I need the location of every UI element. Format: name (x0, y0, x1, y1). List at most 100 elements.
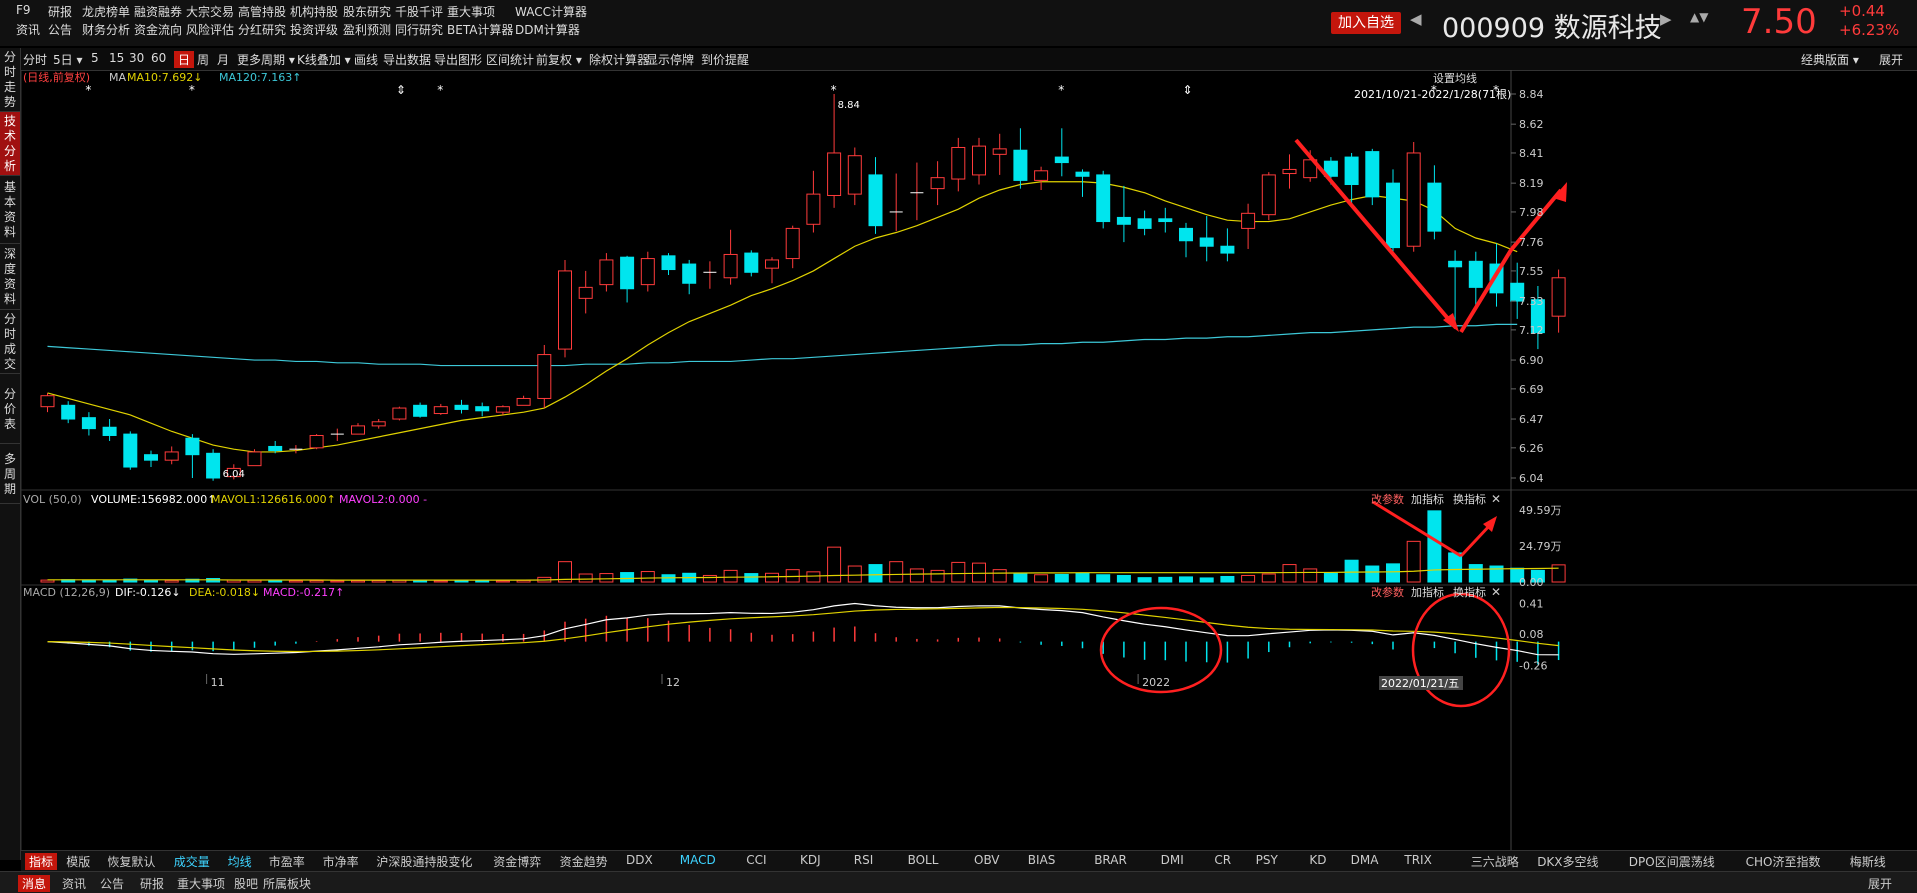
indicator-tab[interactable]: 沪深股通持股变化 (376, 855, 473, 869)
indicator-tab[interactable]: 梅斯线 (1849, 855, 1886, 869)
top-menu-item[interactable]: 分红研究 (238, 23, 287, 37)
toolbar-item[interactable]: 导出数据 (383, 53, 432, 67)
indicator-tab[interactable]: BIAS (1027, 853, 1056, 867)
indicator-tab[interactable]: DMI (1160, 853, 1184, 867)
top-menu-item[interactable]: 大宗交易 (186, 5, 235, 19)
toolbar-item[interactable]: 周 (197, 53, 210, 67)
news-tab[interactable]: 重大事项 (177, 877, 226, 891)
sidebar-tab[interactable]: 分时成交 (0, 310, 20, 374)
indicator-tab[interactable]: KDJ (800, 853, 821, 867)
top-menu-item[interactable]: 同行研究 (395, 23, 444, 37)
macd-panel-button[interactable]: 换指标 (1453, 585, 1486, 599)
add-to-watchlist-button[interactable]: 加入自选 (1331, 12, 1401, 34)
indicator-tab[interactable]: TRIX (1404, 853, 1432, 867)
toolbar-item[interactable]: 画线 (354, 53, 379, 67)
volume-panel-button[interactable]: 加指标 (1411, 492, 1444, 506)
indicator-tab[interactable]: KD (1309, 853, 1327, 867)
top-menu-item[interactable]: 盈利预测 (343, 23, 392, 37)
top-menu-item[interactable]: 千股千评 (395, 5, 444, 19)
indicator-tab[interactable]: BRAR (1094, 853, 1127, 867)
macd-panel-button[interactable]: 加指标 (1411, 585, 1444, 599)
prev-stock-icon[interactable]: ◀ (1410, 10, 1422, 28)
toolbar-item[interactable]: 分时 (23, 53, 48, 67)
top-menu-item[interactable]: DDM计算器 (515, 23, 580, 37)
top-menu-item[interactable]: 融资融券 (134, 5, 183, 19)
indicator-tab[interactable]: DDX (626, 853, 653, 867)
news-tab[interactable]: 股吧 (234, 877, 259, 891)
top-menu-item[interactable]: 资金流向 (134, 23, 183, 37)
ma-settings-button[interactable]: 设置均线 (1433, 71, 1477, 85)
sidebar-tab[interactable]: 分价表 (0, 374, 20, 444)
indicator-tab[interactable]: BOLL (907, 853, 939, 867)
indicator-tab[interactable]: CR (1214, 853, 1232, 867)
indicator-tab[interactable]: PSY (1255, 853, 1278, 867)
toolbar-item[interactable]: K线叠加 ▾ (297, 53, 351, 67)
news-tab[interactable]: 研报 (140, 877, 165, 891)
indicator-tab[interactable]: 模版 (66, 855, 91, 869)
toolbar-item[interactable]: 15 (109, 51, 125, 65)
top-menu-item[interactable]: 财务分析 (82, 23, 131, 37)
top-menu-item[interactable]: F9 (16, 3, 31, 17)
news-tab[interactable]: 公告 (100, 877, 125, 891)
indicator-tab[interactable]: MACD (679, 853, 716, 867)
top-menu-item[interactable]: WACC计算器 (515, 5, 587, 19)
top-menu-item[interactable]: BETA计算器 (447, 23, 514, 37)
top-menu-item[interactable]: 风险评估 (186, 23, 235, 37)
top-menu-item[interactable]: 机构持股 (290, 5, 339, 19)
indicator-tab[interactable]: RSI (853, 853, 874, 867)
toolbar-item[interactable]: 月 (217, 53, 230, 67)
toolbar-item[interactable]: 5日 ▾ (53, 53, 83, 67)
top-menu-item[interactable]: 研报 (48, 5, 73, 19)
top-menu-item[interactable]: 公告 (48, 23, 73, 37)
indicator-tab[interactable]: 资金趋势 (559, 855, 608, 869)
next-stock-icon[interactable]: ▶ (1660, 10, 1672, 28)
dropdown-arrows-icon[interactable]: ▲▼ (1690, 10, 1709, 24)
indicator-tab[interactable]: CCI (746, 853, 767, 867)
sidebar-tab[interactable]: 基本资料 (0, 176, 20, 244)
volume-panel-button[interactable]: 改参数 (1371, 492, 1404, 506)
close-icon[interactable]: ✕ (1491, 585, 1501, 599)
top-menu-item[interactable]: 资讯 (16, 23, 41, 37)
toolbar-item[interactable]: 区间统计 (486, 53, 535, 67)
top-menu-item[interactable]: 龙虎榜单 (82, 5, 131, 19)
top-menu-item[interactable]: 投资评级 (290, 23, 339, 37)
indicator-tab[interactable]: 均线 (227, 855, 252, 869)
indicator-tab[interactable]: 资金博弈 (493, 855, 542, 869)
indicator-tab[interactable]: 市盈率 (268, 855, 305, 869)
indicator-tab[interactable]: CHO济至指数 (1745, 855, 1821, 869)
indicator-tab[interactable]: 成交量 (173, 855, 210, 869)
news-tab[interactable]: 消息 (18, 875, 51, 892)
toolbar-item[interactable]: 显示停牌 (646, 53, 695, 67)
indicator-tab[interactable]: DPO区间震荡线 (1628, 855, 1715, 869)
toolbar-item[interactable]: 除权计算器 (589, 53, 650, 67)
volume-panel-button[interactable]: 换指标 (1453, 492, 1486, 506)
toolbar-item[interactable]: 导出图形 (434, 53, 483, 67)
news-tab[interactable]: 资讯 (62, 877, 87, 891)
top-menu-item[interactable]: 重大事项 (447, 5, 496, 19)
news-expand-button[interactable]: 展开 (1868, 877, 1893, 891)
sidebar-tab[interactable]: 深度资料 (0, 244, 20, 310)
macd-panel-button[interactable]: 改参数 (1371, 585, 1404, 599)
expand-button[interactable]: 展开 (1879, 53, 1904, 67)
toolbar-item[interactable]: 前复权 ▾ (536, 53, 582, 67)
layout-select[interactable]: 经典版面 ▾ (1801, 53, 1859, 67)
indicator-tab[interactable]: OBV (974, 853, 1000, 867)
sidebar-tab[interactable]: 技术分析 (0, 112, 20, 176)
indicator-tab[interactable]: 三六战略 (1470, 855, 1519, 869)
toolbar-item[interactable]: 更多周期 ▾ (237, 53, 295, 67)
top-menu-item[interactable]: 高管持股 (238, 5, 287, 19)
toolbar-item[interactable]: 60 (151, 51, 167, 65)
indicator-tab[interactable]: 恢复默认 (107, 855, 156, 869)
news-tab[interactable]: 所属板块 (263, 877, 312, 891)
toolbar-item[interactable]: 30 (129, 51, 145, 65)
top-menu-item[interactable]: 股东研究 (343, 5, 392, 19)
toolbar-item[interactable]: 日 (174, 51, 195, 68)
stock-chart[interactable]: * * ⇕ * * * ⇕ * *8.846.04 8.848.628.418.197.987.… (21, 70, 1917, 850)
indicator-tab[interactable]: DMA (1350, 853, 1379, 867)
sidebar-tab[interactable]: 多周期 (0, 444, 20, 504)
indicator-tab[interactable]: DKX多空线 (1537, 855, 1599, 869)
sidebar-tab[interactable]: 分时走势 (0, 48, 20, 112)
close-icon[interactable]: ✕ (1491, 492, 1501, 506)
toolbar-item[interactable]: 5 (91, 51, 99, 65)
toolbar-item[interactable]: 到价提醒 (701, 53, 750, 67)
